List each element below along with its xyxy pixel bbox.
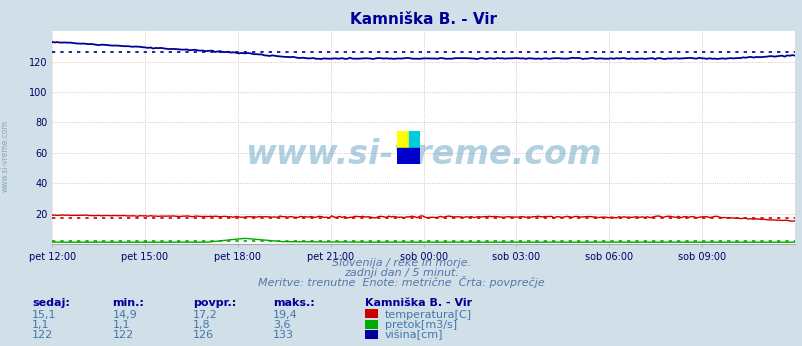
- Text: 1,1: 1,1: [112, 320, 130, 330]
- Text: 3,6: 3,6: [273, 320, 290, 330]
- Bar: [397, 148, 419, 164]
- Text: višina[cm]: višina[cm]: [384, 330, 443, 340]
- Text: 1,1: 1,1: [32, 320, 50, 330]
- Text: 133: 133: [273, 330, 294, 340]
- Text: maks.:: maks.:: [273, 298, 314, 308]
- Text: 19,4: 19,4: [273, 310, 298, 320]
- Text: www.si-vreme.com: www.si-vreme.com: [245, 138, 602, 171]
- Text: povpr.:: povpr.:: [192, 298, 236, 308]
- Text: sedaj:: sedaj:: [32, 298, 70, 308]
- Text: pretok[m3/s]: pretok[m3/s]: [384, 320, 456, 330]
- Bar: [397, 131, 408, 148]
- Bar: [408, 131, 419, 148]
- Text: 17,2: 17,2: [192, 310, 217, 320]
- Text: www.si-vreme.com: www.si-vreme.com: [1, 120, 10, 192]
- Text: 126: 126: [192, 330, 213, 340]
- Text: min.:: min.:: [112, 298, 144, 308]
- Text: 1,8: 1,8: [192, 320, 210, 330]
- Text: 122: 122: [112, 330, 133, 340]
- Text: zadnji dan / 5 minut.: zadnji dan / 5 minut.: [343, 268, 459, 278]
- Text: 14,9: 14,9: [112, 310, 137, 320]
- Text: 15,1: 15,1: [32, 310, 57, 320]
- Text: temperatura[C]: temperatura[C]: [384, 310, 471, 320]
- Text: Meritve: trenutne  Enote: metrične  Črta: povprečje: Meritve: trenutne Enote: metrične Črta: …: [257, 276, 545, 289]
- Title: Kamniška B. - Vir: Kamniška B. - Vir: [350, 12, 496, 27]
- Text: Slovenija / reke in morje.: Slovenija / reke in morje.: [331, 258, 471, 268]
- Text: 122: 122: [32, 330, 53, 340]
- Text: Kamniška B. - Vir: Kamniška B. - Vir: [365, 298, 472, 308]
